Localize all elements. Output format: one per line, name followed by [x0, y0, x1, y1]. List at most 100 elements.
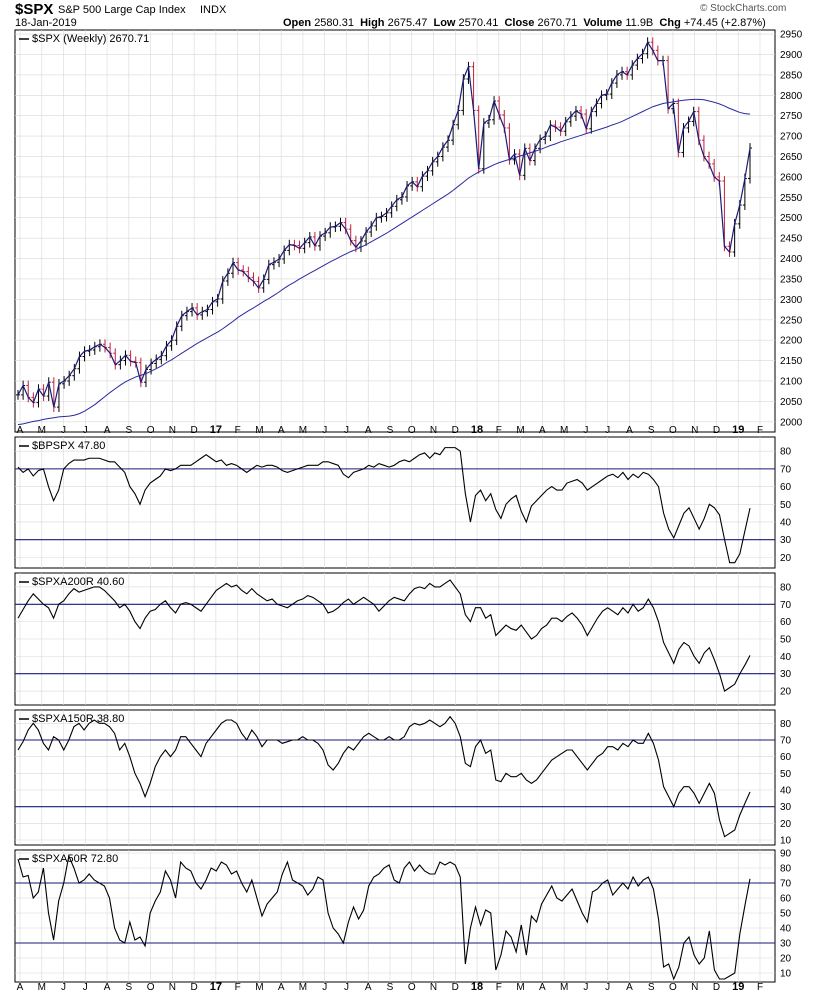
y-tick-label: 2050 — [780, 397, 803, 408]
chart-header: $SPX S&P 500 Large Cap Index INDX 18-Jan… — [0, 0, 820, 30]
x-axis-label: J — [61, 425, 66, 436]
x-axis-label: A — [278, 982, 285, 993]
x-axis-label: S — [648, 982, 655, 993]
brand-logo: © StockCharts.com — [700, 3, 787, 14]
low-value: 2570.41 — [458, 17, 499, 29]
panel-legend: $SPX (Weekly) 2670.71 — [32, 33, 149, 45]
x-axis-label: A — [365, 425, 372, 436]
y-tick-label: 80 — [780, 447, 792, 458]
x-axis-label: J — [83, 425, 88, 436]
x-axis-label: A — [104, 425, 111, 436]
panel-frame — [14, 436, 776, 569]
x-axis-label: N — [691, 425, 698, 436]
x-axis-label: D — [713, 982, 720, 993]
x-axis-label: N — [169, 982, 176, 993]
x-axis-label: J — [344, 982, 349, 993]
chg-label: Chg — [659, 17, 681, 29]
y-tick-label: 20 — [780, 687, 792, 698]
y-tick-label: 10 — [780, 836, 792, 847]
y-tick-label: 10 — [780, 969, 792, 980]
volume-label: Volume — [583, 17, 623, 29]
panel-frame — [14, 709, 776, 846]
low-label: Low — [433, 17, 456, 29]
y-tick-label: 70 — [780, 464, 792, 475]
x-axis-label: M — [299, 425, 307, 436]
x-axis-label: O — [147, 425, 155, 436]
panel-frame — [14, 29, 776, 433]
x-axis-label: F — [496, 982, 502, 993]
x-axis-label: S — [387, 425, 394, 436]
chg-value: +74.45 (+2.87%) — [683, 17, 766, 29]
panel-legend: $SPXA150R 38.80 — [32, 713, 124, 725]
y-tick-label: 2200 — [780, 336, 803, 347]
panel-legend: $SPXA200R 40.60 — [32, 576, 124, 588]
y-tick-label: 2750 — [780, 111, 803, 122]
indicator-line — [17, 715, 751, 838]
y-tick-label: 70 — [780, 879, 792, 890]
y-tick-label: 80 — [780, 582, 792, 593]
y-tick-label: 50 — [780, 500, 792, 511]
y-tick-label: 2150 — [780, 356, 803, 367]
security-name: S&P 500 Large Cap Index — [58, 4, 186, 16]
x-axis-label: N — [430, 425, 437, 436]
high-label: High — [360, 17, 385, 29]
x-axis-label: S — [387, 982, 394, 993]
indicator-line — [17, 579, 751, 692]
x-axis-label: N — [169, 425, 176, 436]
y-tick-label: 20 — [780, 819, 792, 830]
x-axis-label: A — [626, 982, 633, 993]
y-tick-label: 20 — [780, 553, 792, 564]
y-tick-label: 90 — [780, 849, 792, 860]
x-axis-label: O — [408, 425, 416, 436]
y-tick-label: 80 — [780, 719, 792, 730]
x-axis-label: J — [605, 425, 610, 436]
x-axis-label: 18 — [471, 981, 483, 993]
chart-date: 18-Jan-2019 — [15, 17, 77, 29]
y-tick-label: 40 — [780, 786, 792, 797]
x-axis-label: J — [322, 425, 327, 436]
panel-frame — [14, 849, 776, 983]
x-axis-label: M — [516, 982, 524, 993]
x-axis-label: J — [605, 982, 610, 993]
x-axis-label: 19 — [732, 424, 744, 436]
indicator-line — [17, 854, 751, 981]
y-tick-label: 20 — [780, 954, 792, 965]
x-axis-label: F — [235, 425, 241, 436]
x-axis-label: J — [61, 982, 66, 993]
x-axis-label: S — [125, 425, 132, 436]
y-tick-label: 2500 — [780, 213, 803, 224]
y-tick-label: 60 — [780, 482, 792, 493]
x-axis-label: A — [365, 982, 372, 993]
x-axis-label: 18 — [471, 424, 483, 436]
exchange: INDX — [200, 4, 227, 16]
y-tick-label: 2100 — [780, 376, 803, 387]
x-axis-label: S — [125, 982, 132, 993]
open-value: 2580.31 — [314, 17, 354, 29]
y-tick-label: 2450 — [780, 234, 803, 245]
x-axis-label: A — [104, 982, 111, 993]
ohlc-readout: Open 2580.31 High 2675.47 Low 2570.41 Cl… — [283, 17, 766, 29]
y-tick-label: 70 — [780, 736, 792, 747]
volume-value: 11.9B — [625, 17, 654, 29]
open-label: Open — [283, 17, 312, 29]
x-axis-label: O — [669, 425, 677, 436]
y-tick-label: 50 — [780, 635, 792, 646]
y-tick-label: 60 — [780, 752, 792, 763]
price-close-line — [17, 40, 751, 408]
x-axis-label: A — [278, 425, 285, 436]
y-tick-label: 2950 — [780, 30, 803, 41]
x-axis-label: M — [516, 425, 524, 436]
x-axis-label: 17 — [210, 424, 222, 436]
y-tick-label: 30 — [780, 939, 792, 950]
x-axis-label: O — [669, 982, 677, 993]
y-tick-label: 40 — [780, 652, 792, 663]
x-axis-label: O — [147, 982, 155, 993]
x-axis-label: J — [322, 982, 327, 993]
x-axis-label: F — [757, 425, 763, 436]
x-axis-label: A — [17, 982, 24, 993]
close-value: 2670.71 — [537, 17, 578, 29]
moving-average-line — [17, 98, 751, 426]
x-axis-label: N — [430, 982, 437, 993]
indicator-line — [17, 447, 751, 564]
